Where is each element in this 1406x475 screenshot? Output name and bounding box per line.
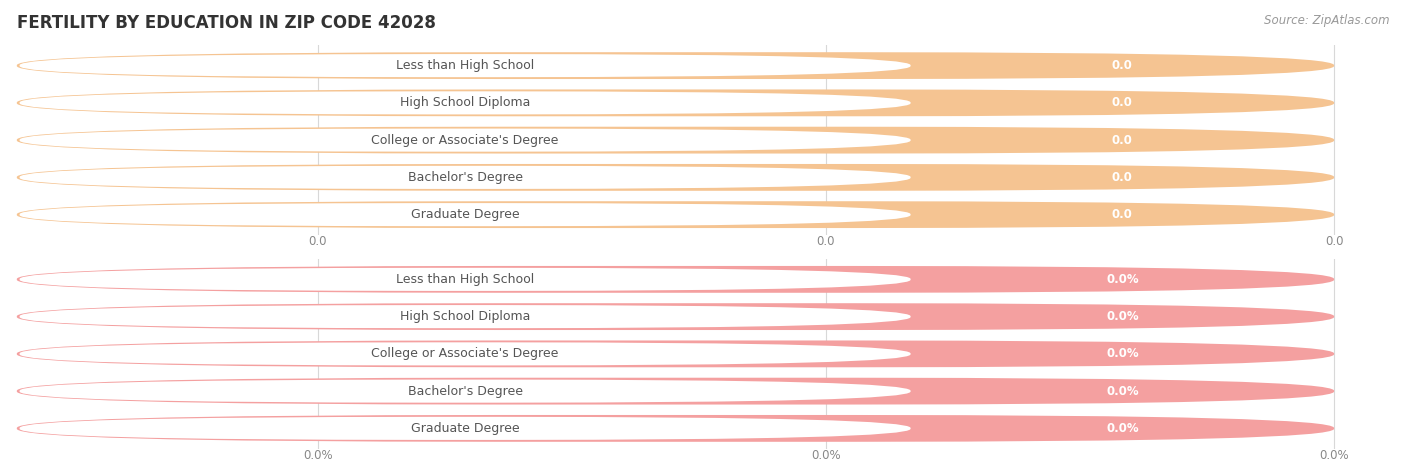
- Text: 0.0: 0.0: [1112, 208, 1133, 221]
- Text: 0.0%: 0.0%: [302, 449, 332, 462]
- FancyBboxPatch shape: [17, 127, 1334, 153]
- Text: 0.0: 0.0: [1324, 235, 1343, 248]
- Text: FERTILITY BY EDUCATION IN ZIP CODE 42028: FERTILITY BY EDUCATION IN ZIP CODE 42028: [17, 14, 436, 32]
- FancyBboxPatch shape: [20, 342, 911, 365]
- Text: High School Diploma: High School Diploma: [399, 96, 530, 109]
- FancyBboxPatch shape: [20, 268, 911, 291]
- Text: Graduate Degree: Graduate Degree: [411, 208, 519, 221]
- Text: College or Associate's Degree: College or Associate's Degree: [371, 133, 558, 147]
- Text: 0.0: 0.0: [1112, 96, 1133, 109]
- Text: 0.0%: 0.0%: [1107, 310, 1139, 323]
- FancyBboxPatch shape: [17, 341, 1334, 367]
- Text: Bachelor's Degree: Bachelor's Degree: [408, 385, 523, 398]
- Text: College or Associate's Degree: College or Associate's Degree: [371, 347, 558, 361]
- Text: Graduate Degree: Graduate Degree: [411, 422, 519, 435]
- Text: Less than High School: Less than High School: [396, 59, 534, 72]
- Text: 0.0: 0.0: [1112, 59, 1133, 72]
- FancyBboxPatch shape: [17, 164, 1334, 191]
- FancyBboxPatch shape: [20, 417, 911, 440]
- FancyBboxPatch shape: [17, 201, 1334, 228]
- Text: 0.0%: 0.0%: [1107, 273, 1139, 286]
- Text: 0.0%: 0.0%: [1107, 422, 1139, 435]
- FancyBboxPatch shape: [20, 166, 911, 189]
- FancyBboxPatch shape: [20, 203, 911, 226]
- Text: 0.0%: 0.0%: [1107, 385, 1139, 398]
- FancyBboxPatch shape: [17, 52, 1334, 79]
- FancyBboxPatch shape: [17, 415, 1334, 442]
- Text: 0.0: 0.0: [817, 235, 835, 248]
- Text: Less than High School: Less than High School: [396, 273, 534, 286]
- Text: 0.0: 0.0: [1112, 133, 1133, 147]
- Text: Source: ZipAtlas.com: Source: ZipAtlas.com: [1264, 14, 1389, 27]
- FancyBboxPatch shape: [20, 129, 911, 152]
- FancyBboxPatch shape: [20, 380, 911, 403]
- FancyBboxPatch shape: [20, 305, 911, 328]
- FancyBboxPatch shape: [17, 303, 1334, 330]
- Text: Bachelor's Degree: Bachelor's Degree: [408, 171, 523, 184]
- FancyBboxPatch shape: [17, 378, 1334, 405]
- Text: High School Diploma: High School Diploma: [399, 310, 530, 323]
- Text: 0.0%: 0.0%: [1107, 347, 1139, 361]
- FancyBboxPatch shape: [20, 91, 911, 114]
- FancyBboxPatch shape: [20, 54, 911, 77]
- Text: 0.0%: 0.0%: [811, 449, 841, 462]
- Text: 0.0: 0.0: [1112, 171, 1133, 184]
- Text: 0.0%: 0.0%: [1319, 449, 1348, 462]
- FancyBboxPatch shape: [17, 266, 1334, 293]
- Text: 0.0: 0.0: [308, 235, 328, 248]
- FancyBboxPatch shape: [17, 89, 1334, 116]
